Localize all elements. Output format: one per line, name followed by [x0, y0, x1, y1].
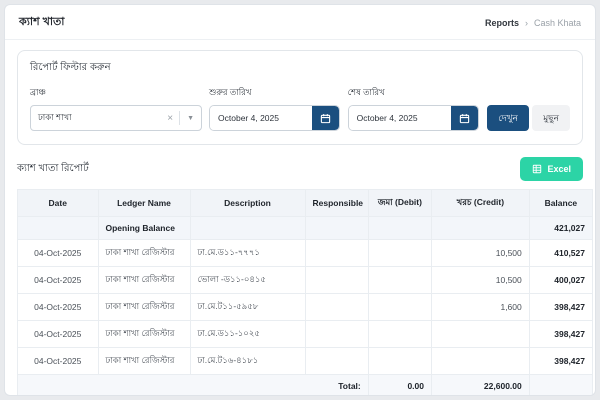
filter-row: ব্রাঞ্চ ঢাকা শাখা × ▼ শুরুর তারিখ — [30, 86, 571, 131]
col-header-description: Description — [189, 189, 306, 217]
cell-credit: 10,500 — [431, 266, 530, 294]
total-credit: 22,600.00 — [431, 374, 530, 395]
report-header: ক্যাশ খাতা রিপোর্ট Excel — [17, 157, 583, 181]
start-date-field-group: শুরুর তারিখ — [209, 86, 341, 131]
cell-description: ভোলা -ড১১-০৪১৫ — [189, 266, 306, 294]
branch-select[interactable]: ঢাকা শাখা × ▼ — [30, 105, 202, 131]
cell-debit — [367, 239, 433, 267]
cash-khata-report-table: Date Ledger Name Description Responsible… — [17, 189, 594, 395]
cell-ledger: ঢাকা শাখা রেজিস্টার — [97, 266, 191, 294]
table-row: 04-Oct-2025 ঢাকা শাখা রেজিস্টার ভোলা -ড১… — [17, 266, 594, 294]
cell-balance: 400,027 — [528, 266, 594, 294]
end-date-field — [347, 105, 479, 131]
report-filter-card: রিপোর্ট ফিল্টার করুন ব্রাঞ্চ ঢাকা শাখা ×… — [17, 50, 583, 145]
cell-credit: 10,500 — [431, 239, 530, 267]
end-date-label: শেষ তারিখ — [347, 87, 385, 97]
branch-label: ব্রাঞ্চ — [30, 87, 46, 97]
top-bar: ক্যাশ খাতা Reports › Cash Khata — [5, 5, 595, 40]
breadcrumb-current: Cash Khata — [533, 17, 581, 28]
table-row: 04-Oct-2025 ঢাকা শাখা রেজিস্টার ঢা.মে.ড১… — [17, 239, 594, 267]
cell-responsible — [304, 293, 369, 321]
excel-export-button[interactable]: Excel — [520, 157, 583, 181]
breadcrumb-separator-icon: › — [524, 17, 528, 28]
branch-select-value: ঢাকা শাখা — [38, 112, 72, 122]
start-date-calendar-button[interactable] — [312, 106, 340, 130]
col-header-credit: খরচ (Credit) — [431, 189, 530, 217]
total-label: Total: — [17, 374, 369, 395]
col-header-ledger: Ledger Name — [97, 189, 191, 217]
excel-button-label: Excel — [547, 164, 571, 174]
page-title: ক্যাশ খাতা — [19, 16, 65, 28]
start-date-label: শুরুর তারিখ — [209, 87, 252, 97]
calendar-icon — [459, 113, 469, 123]
opening-balance-row: Opening Balance 421,027 — [17, 216, 594, 240]
total-row: Total: 0.00 22,600.00 — [17, 374, 594, 395]
cell-credit: 1,600 — [431, 293, 530, 321]
cell-responsible — [304, 320, 369, 348]
cell-date: 04-Oct-2025 — [17, 266, 99, 294]
select-divider — [179, 111, 181, 125]
col-header-debit: জমা (Debit) — [367, 189, 433, 217]
end-date-field-group: শেষ তারিখ — [347, 86, 479, 131]
cell-ledger: ঢাকা শাখা রেজিস্টার — [97, 320, 191, 348]
cell-debit — [367, 320, 433, 348]
start-date-field — [209, 105, 341, 131]
filter-title: রিপোর্ট ফিল্টার করুন — [30, 62, 111, 73]
cell-responsible — [304, 347, 369, 375]
cell-balance: 410,527 — [528, 239, 594, 267]
cell-description: ঢা.মে.ট১৬-৪১৮১ — [189, 347, 306, 375]
cell-debit — [367, 266, 433, 294]
clear-selection-icon[interactable]: × — [167, 112, 174, 124]
cell-debit — [367, 347, 433, 375]
cell-description: ঢা.মে.ড১১-১০২৫ — [189, 320, 306, 348]
end-date-input[interactable] — [348, 106, 451, 130]
cell-description: ঢা.মে.ট১১-৫৯৫৮ — [189, 293, 306, 321]
opening-balance-value: 421,027 — [528, 216, 594, 240]
end-date-calendar-button[interactable] — [450, 106, 478, 130]
cell-credit — [431, 320, 530, 348]
cell-debit — [367, 293, 433, 321]
view-button[interactable]: দেখুন — [487, 105, 529, 131]
breadcrumb-reports-link[interactable]: Reports — [484, 17, 519, 28]
cell-ledger: ঢাকা শাখা রেজিস্টার — [97, 239, 191, 267]
cell-date: 04-Oct-2025 — [17, 293, 99, 321]
table-row: 04-Oct-2025 ঢাকা শাখা রেজিস্টার ঢা.মে.ড১… — [17, 320, 594, 348]
clear-button[interactable]: মুছুন — [532, 105, 571, 131]
report-title: ক্যাশ খাতা রিপোর্ট — [17, 162, 89, 174]
cell-date: 04-Oct-2025 — [17, 239, 99, 267]
total-debit: 0.00 — [367, 374, 433, 395]
cell-ledger: ঢাকা শাখা রেজিস্টার — [97, 347, 191, 375]
cell-date: 04-Oct-2025 — [17, 347, 99, 375]
branch-field-group: ব্রাঞ্চ ঢাকা শাখা × ▼ — [30, 86, 202, 131]
table-row: 04-Oct-2025 ঢাকা শাখা রেজিস্টার ঢা.মে.ট১… — [17, 293, 594, 321]
opening-balance-label: Opening Balance — [97, 216, 191, 240]
cell-ledger: ঢাকা শাখা রেজিস্টার — [97, 293, 191, 321]
calendar-icon — [320, 113, 331, 123]
cell-balance: 398,427 — [528, 293, 594, 321]
chevron-down-icon[interactable]: ▼ — [187, 114, 194, 122]
table-row: 04-Oct-2025 ঢাকা শাখা রেজিস্টার ঢা.মে.ট১… — [17, 347, 594, 375]
start-date-input[interactable] — [210, 106, 313, 130]
spreadsheet-icon — [533, 164, 542, 174]
cell-date: 04-Oct-2025 — [17, 320, 99, 348]
cell-responsible — [304, 266, 369, 294]
cell-responsible — [304, 239, 369, 267]
breadcrumb: Reports › Cash Khata — [485, 18, 581, 28]
col-header-balance: Balance — [528, 189, 594, 217]
table-header-row: Date Ledger Name Description Responsible… — [17, 189, 594, 217]
col-header-responsible: Responsible — [304, 189, 369, 217]
main-panel: ক্যাশ খাতা Reports › Cash Khata রিপোর্ট … — [4, 4, 596, 396]
col-header-date: Date — [17, 189, 99, 217]
cell-balance: 398,427 — [528, 320, 594, 348]
cell-credit — [431, 347, 530, 375]
cell-balance: 398,427 — [528, 347, 594, 375]
cell-description: ঢা.মে.ড১১-৭৭৭১ — [189, 239, 306, 267]
